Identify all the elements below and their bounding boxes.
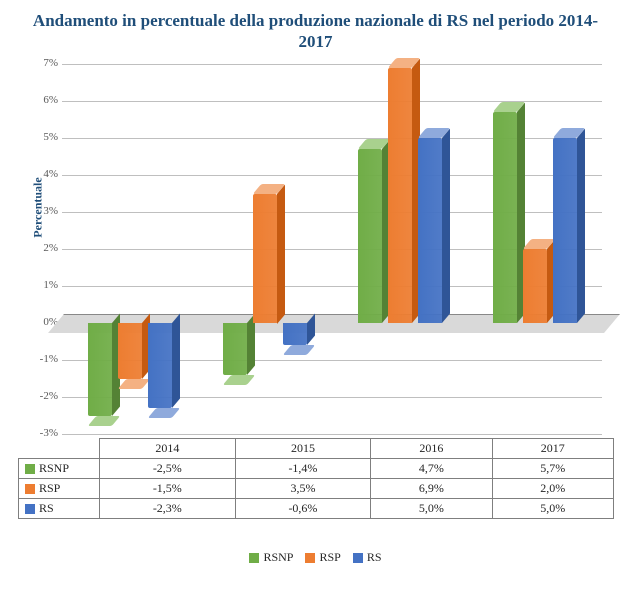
bar-RS [148,323,172,408]
chart-container: Andamento in percentuale della produzion… [0,0,631,594]
table-cell: 5,0% [371,499,492,519]
bar-RSP [118,323,142,379]
legend-swatch-icon [353,553,363,563]
table-cell: 6,9% [371,479,492,499]
bar-RSP [523,249,547,323]
legend-swatch-icon [305,553,315,563]
category-group [62,64,197,434]
swatch-icon [25,464,35,474]
table-cell: 5,0% [492,499,613,519]
bar-RSNP [493,112,517,323]
y-tick-label: 1% [28,279,58,291]
y-tick-label: 6% [28,94,58,106]
legend: RSNP RSP RS [0,550,631,565]
table-col-header: 2014 [100,439,236,459]
y-tick-label: -1% [28,353,58,365]
table-cell: -2,3% [100,499,236,519]
plot-area: -3%-2%-1%0%1%2%3%4%5%6%7% [62,64,602,434]
legend-label: RSNP [263,550,293,564]
table-cell: 4,7% [371,459,492,479]
bar-RSNP [358,149,382,323]
table-row-header: RSNP [39,461,69,475]
table-row-header: RSP [39,481,60,495]
legend-label: RSP [319,550,340,564]
category-group [332,64,467,434]
bar-RSP [388,68,412,323]
bar-RS [283,323,307,345]
legend-swatch-icon [249,553,259,563]
gridline [62,434,602,435]
bar-RSNP [223,323,247,375]
chart-title: Andamento in percentuale della produzion… [30,10,601,53]
table-col-header: 2017 [492,439,613,459]
y-tick-label: 5% [28,131,58,143]
y-tick-label: 3% [28,205,58,217]
bar-RSP [253,194,277,324]
data-table: 2014201520162017 RSNP -2,5%-1,4%4,7%5,7% RS… [18,438,614,519]
swatch-icon [25,504,35,514]
table-col-header: 2016 [371,439,492,459]
bar-RS [418,138,442,323]
table-cell: 2,0% [492,479,613,499]
legend-label: RS [367,550,382,564]
table-cell: 5,7% [492,459,613,479]
bar-RSNP [88,323,112,416]
table-row-header: RS [39,501,54,515]
y-tick-label: -2% [28,390,58,402]
y-tick-label: 4% [28,168,58,180]
table-cell: -0,6% [235,499,371,519]
category-group [467,64,602,434]
table-col-header: 2015 [235,439,371,459]
swatch-icon [25,484,35,494]
table-cell: -2,5% [100,459,236,479]
category-group [197,64,332,434]
y-tick-label: 2% [28,242,58,254]
table-cell: 3,5% [235,479,371,499]
table-cell: -1,5% [100,479,236,499]
y-tick-label: 7% [28,57,58,69]
bar-RS [553,138,577,323]
table-cell: -1,4% [235,459,371,479]
